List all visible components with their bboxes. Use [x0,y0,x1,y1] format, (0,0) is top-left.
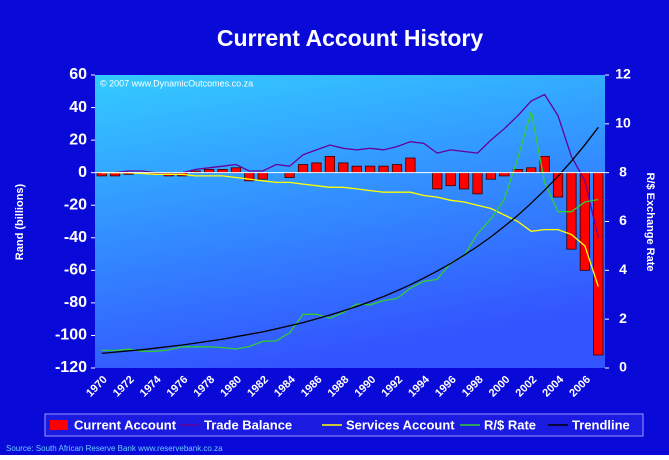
bar [297,164,309,174]
y-tick-label: 40 [69,99,87,116]
bar [432,172,443,190]
y2-tick-label: 6 [619,212,627,228]
bar [458,172,470,190]
line [101,126,599,355]
y2-tick-label: 12 [615,66,631,82]
y-tick-label: -120 [55,359,87,376]
bar [391,164,403,174]
y-axis-label: Rand (billions) [14,183,26,260]
y-tick-label: -80 [64,294,87,311]
bar [405,157,416,174]
y2-tick-label: 10 [615,115,631,131]
legend-label: Current Account [74,417,177,432]
y2-tick-label: 2 [619,310,627,326]
y2-axis-label: R/$ Exchange Rate [644,172,656,271]
y-tick-label: 20 [69,131,87,148]
y-tick-label: -100 [55,327,87,344]
bar [472,172,483,195]
line [101,172,599,287]
y2-tick-label: 0 [619,359,627,375]
y-tick-label: 0 [78,164,87,181]
y2-tick-label: 8 [619,163,627,179]
bar [257,172,268,180]
copyright: © 2007 www.DynamicOutcomes.co.za [100,78,253,88]
bar [230,167,242,174]
bar [485,172,497,180]
bar [338,162,349,174]
plot-area [95,75,605,368]
legend-label: R/$ Rate [484,417,536,432]
legend-label: Trendline [572,417,630,432]
bar [365,165,376,174]
bar [324,155,335,174]
line [101,93,599,238]
bar [311,162,322,174]
y-tick-label: -60 [64,262,87,279]
y-tick-label: -20 [64,196,87,213]
source: Source: South African Reserve Bank www.r… [6,444,223,453]
legend-box [44,413,644,437]
legend-label: Trade Balance [204,417,292,432]
bar [284,172,295,178]
y2-tick-label: 4 [619,261,627,277]
bar [378,165,389,174]
chart-title: Current Account History [217,25,483,51]
y-tick-label: -40 [64,229,87,246]
legend-label: Services Account [346,417,455,432]
bar [445,172,456,187]
legend-swatch [50,420,68,430]
bar [351,165,362,174]
y-tick-label: 60 [69,66,87,83]
bar [526,167,537,174]
